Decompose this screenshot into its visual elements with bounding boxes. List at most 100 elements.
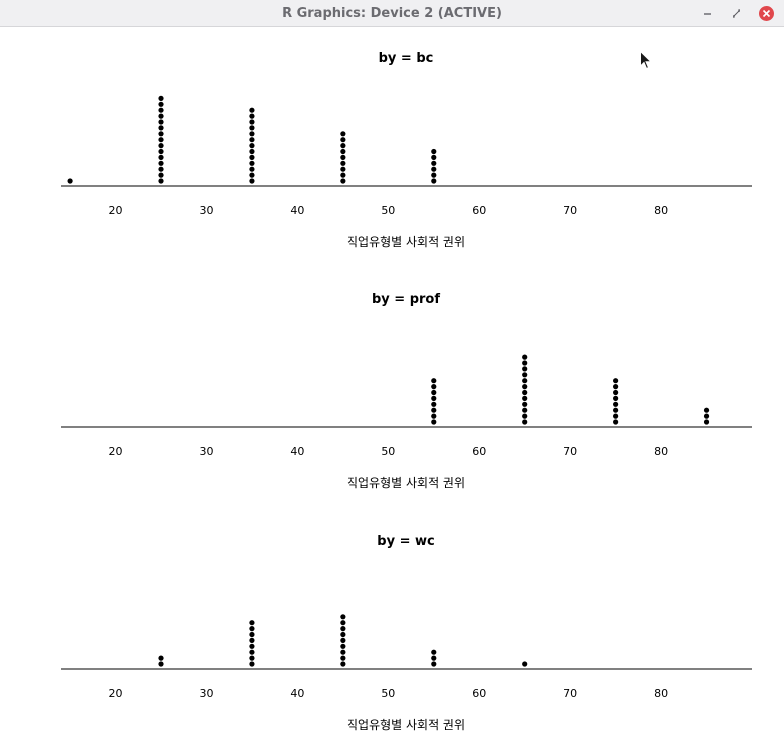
data-point [340,131,346,137]
x-tick-label: 80 [654,204,668,217]
data-point [249,148,255,155]
data-point [613,419,619,425]
data-point [703,419,710,425]
data-point [703,407,710,413]
data-point [522,384,528,390]
data-point [249,143,255,149]
maximize-icon [733,9,740,18]
data-point [431,178,437,184]
data-point [249,649,255,655]
data-point [340,614,346,620]
data-point [340,143,346,149]
data-point [522,354,528,360]
data-point [613,378,619,384]
data-point [249,131,255,137]
data-point [340,655,346,661]
data-point [340,626,346,632]
x-axis-label: 직업유형별 사회적 권위 [347,235,465,249]
data-point [522,413,528,419]
data-point [340,631,346,638]
data-point [522,419,528,425]
data-point [249,661,255,667]
data-point [340,148,346,155]
data-point [522,366,528,372]
window-titlebar[interactable]: R Graphics: Device 2 (ACTIVE) [0,0,784,27]
data-point [431,661,437,667]
data-point [522,372,528,378]
data-point [522,661,528,667]
data-point [431,413,437,419]
x-tick-label: 40 [290,687,304,700]
data-point [613,384,619,390]
data-point [158,172,164,178]
data-point [249,643,255,649]
x-tick-label: 40 [290,445,304,458]
data-point [158,178,164,184]
minimize-button[interactable] [700,6,715,21]
data-point [249,125,255,131]
data-point [431,148,437,155]
data-point [340,166,346,172]
data-point [158,113,164,119]
x-tick-label: 70 [563,687,577,700]
data-point [431,154,437,160]
x-tick-label: 30 [199,687,213,700]
data-point [249,154,255,160]
x-tick-label: 30 [199,204,213,217]
data-point [522,395,528,401]
data-point [249,631,255,638]
x-tick-label: 80 [654,687,668,700]
x-tick-label: 70 [563,445,577,458]
data-point [340,643,346,649]
data-point [67,178,73,184]
close-button[interactable] [759,6,774,21]
data-point [249,119,255,125]
data-point [158,95,164,101]
data-point [431,395,437,401]
x-tick-label: 60 [472,445,486,458]
data-point [340,661,346,667]
data-point [340,137,346,143]
data-point [703,413,710,419]
plot-canvas: by = bc 20 30 40 50 60 70 80 직업유형별 사회적 권위 by = pr… [61,51,752,732]
close-icon [762,9,771,18]
window-title: R Graphics: Device 2 (ACTIVE) [282,6,502,21]
mouse-pointer-icon [640,51,652,70]
x-tick-label: 60 [472,204,486,217]
data-point [158,143,164,149]
data-point [522,401,528,407]
data-point [613,395,619,401]
x-axis-label: 직업유형별 사회적 권위 [347,718,465,732]
data-point [431,160,437,166]
x-tick-label: 30 [199,445,213,458]
x-axis-label: 직업유형별 사회적 권위 [347,476,465,490]
x-tick-label: 50 [381,204,395,217]
data-point [249,178,255,184]
data-point [340,178,346,184]
data-point [158,119,164,125]
data-point [158,160,164,166]
chart-title: by = wc [377,534,434,549]
data-point [158,661,164,667]
data-point [522,360,528,366]
data-point [249,626,255,632]
x-tick-label: 20 [109,687,123,700]
data-point [249,113,255,119]
chart-title: by = bc [379,51,434,66]
data-point [613,407,619,413]
data-point [613,413,619,419]
minimize-icon [704,13,711,15]
data-point [431,401,437,407]
data-point [158,137,164,143]
chart-title: by = prof [372,292,440,307]
data-point [158,166,164,172]
data-point [158,131,164,137]
data-point [340,154,346,160]
data-point [431,407,437,413]
maximize-button[interactable] [729,6,744,21]
x-tick-label: 20 [109,204,123,217]
x-tick-label: 50 [381,445,395,458]
data-point [158,655,164,661]
x-tick-label: 70 [563,204,577,217]
data-point [249,137,255,143]
